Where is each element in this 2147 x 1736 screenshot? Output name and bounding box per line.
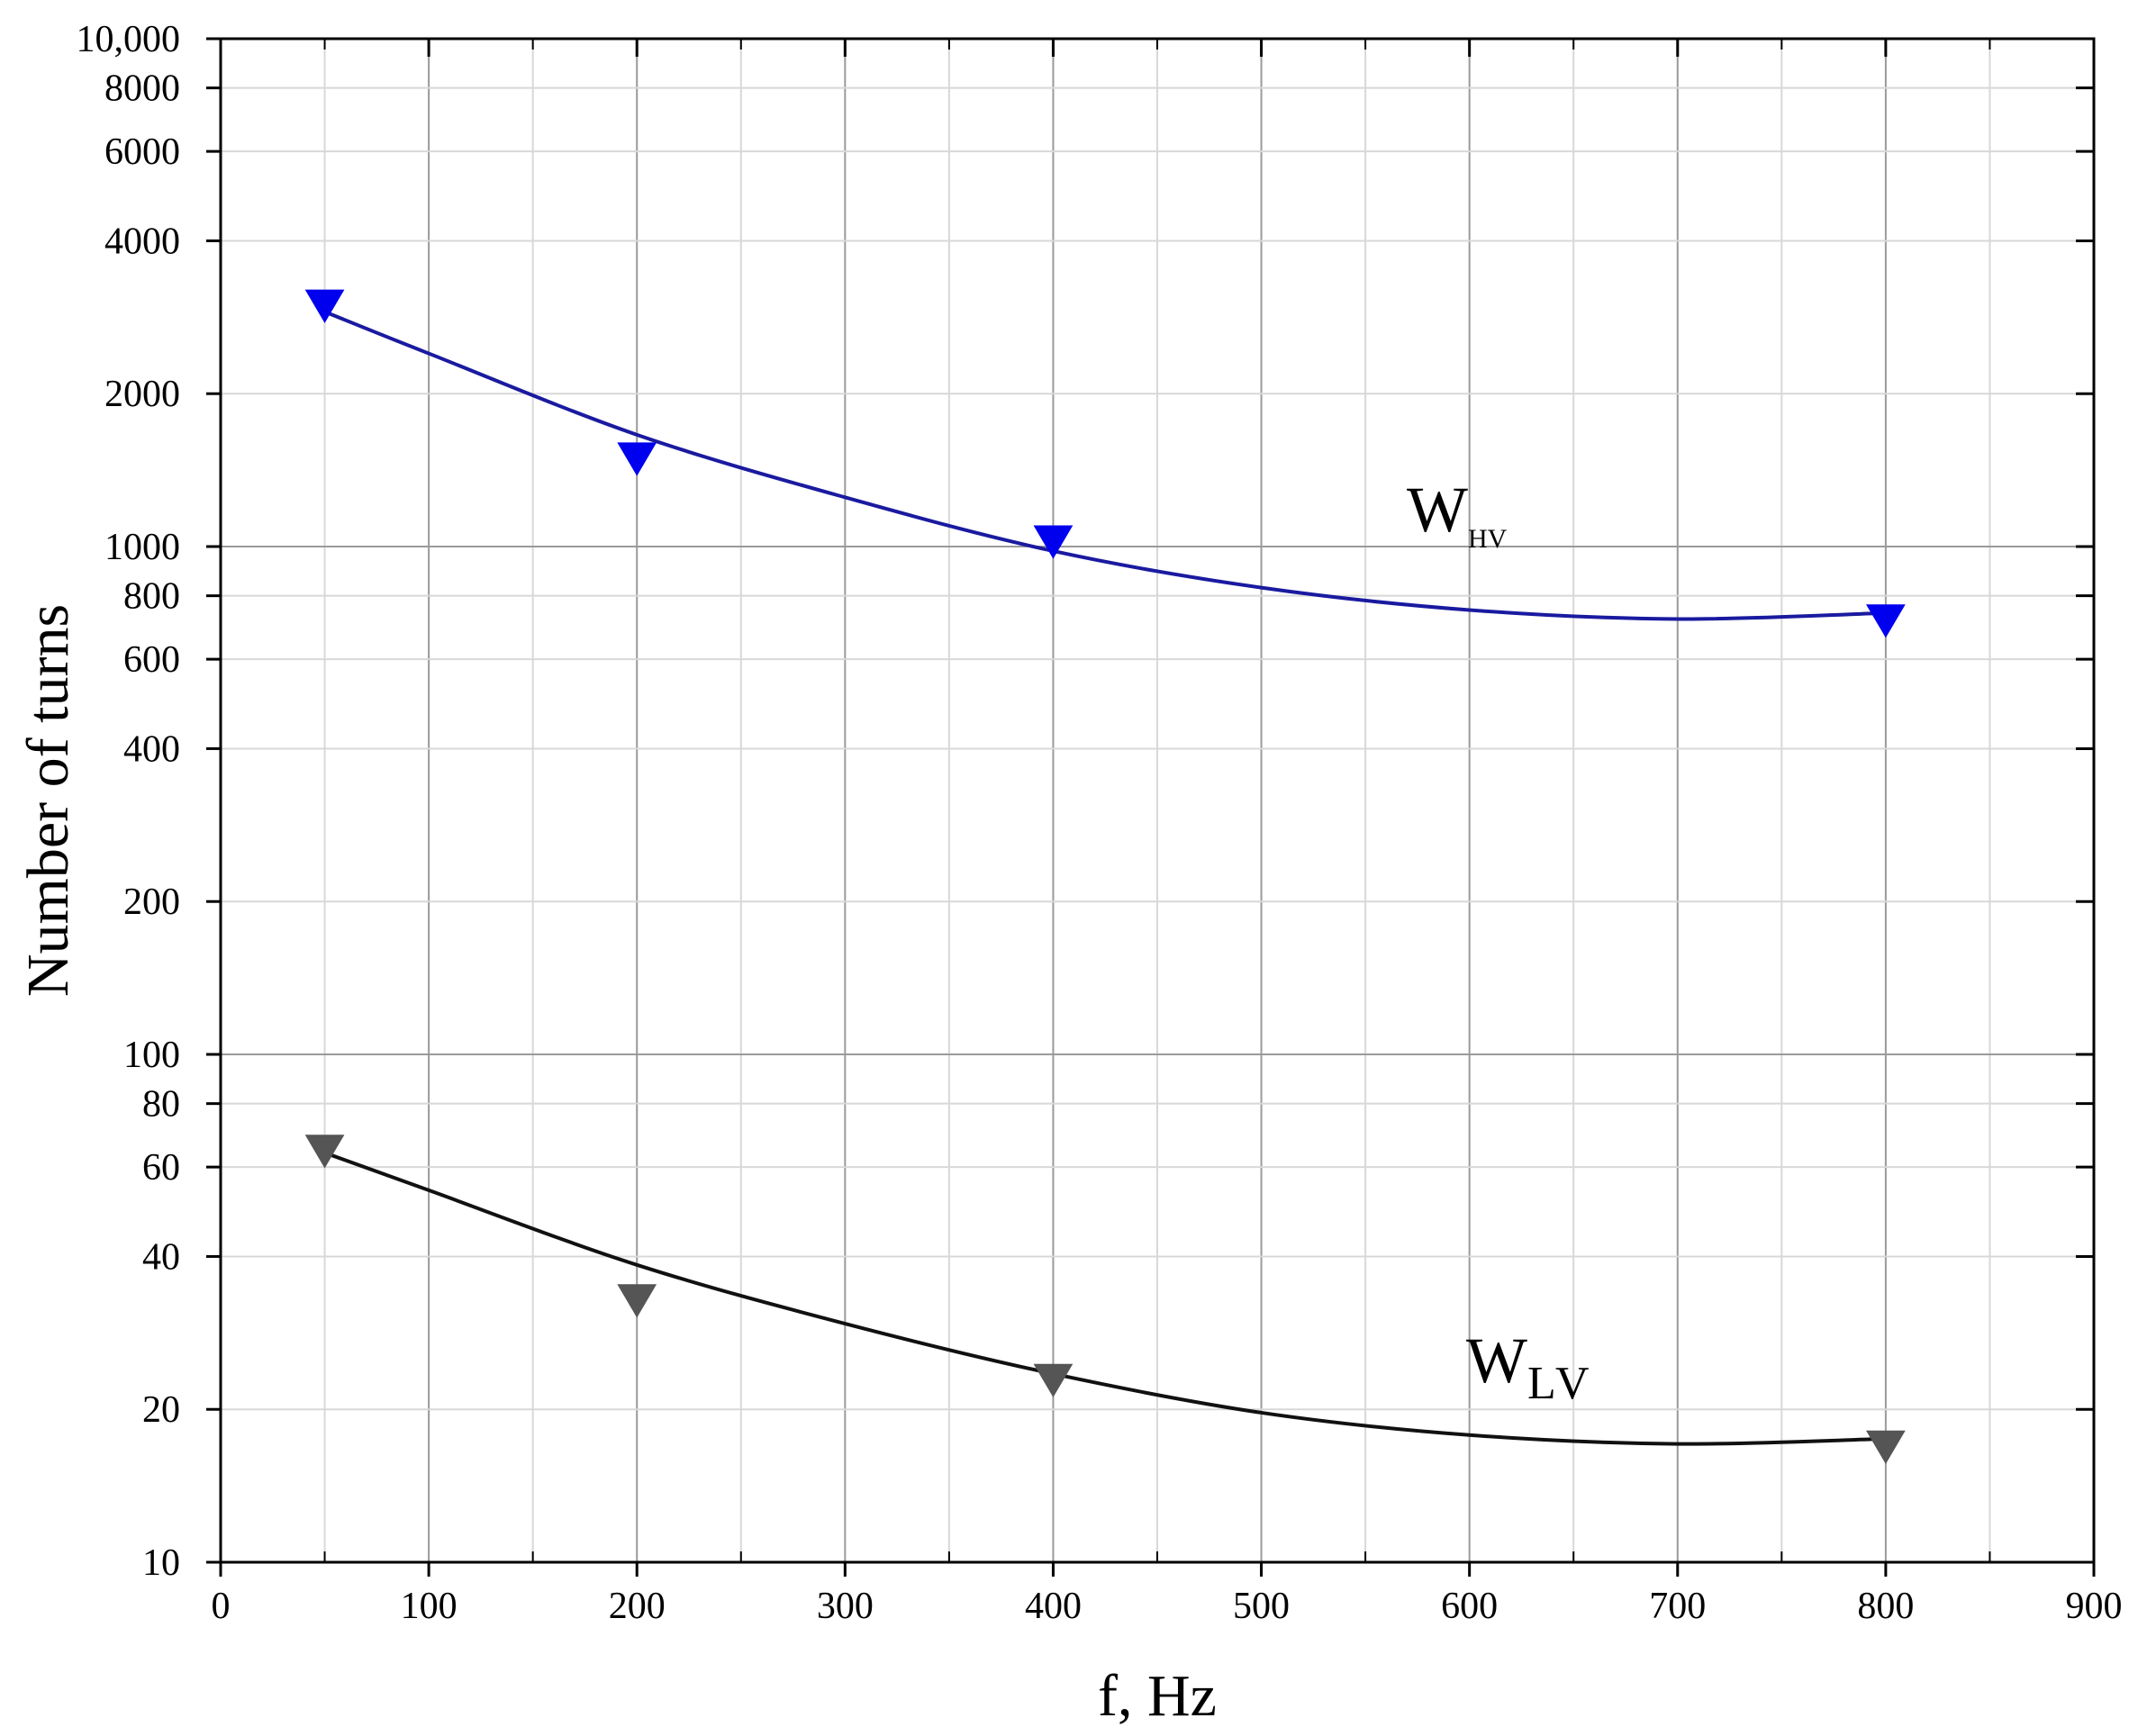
y-tick-label: 80 bbox=[142, 1084, 180, 1126]
y-tick-label: 100 bbox=[123, 1035, 180, 1076]
x-tick-label: 100 bbox=[401, 1586, 457, 1627]
data-point-lv bbox=[617, 1284, 657, 1318]
y-tick-label: 40 bbox=[142, 1236, 180, 1278]
data-point-lv bbox=[304, 1135, 345, 1169]
fit-line-hv bbox=[323, 310, 1886, 621]
series-label-lv-main: W bbox=[1466, 1325, 1527, 1397]
y-tick-label: 20 bbox=[142, 1389, 180, 1431]
series-label-hv-main: W bbox=[1407, 474, 1468, 546]
x-axis-title: f, Hz bbox=[1098, 1663, 1217, 1729]
x-tick-label: 800 bbox=[1857, 1586, 1914, 1627]
x-tick-label: 0 bbox=[212, 1586, 231, 1627]
series-layer bbox=[304, 289, 1906, 1464]
data-point-hv bbox=[1866, 604, 1906, 638]
y-tick-label: 60 bbox=[142, 1147, 180, 1189]
series-label-hv: WHV bbox=[1407, 474, 1508, 554]
tick-labels: 0 100 200 300 400 500 600 700 800 900 10 20 40 60 80 10… bbox=[77, 19, 2123, 1627]
y-tick-label: 8000 bbox=[104, 68, 180, 110]
y-tick-label: 4000 bbox=[104, 221, 180, 262]
x-tick-label: 300 bbox=[817, 1586, 874, 1627]
x-tick-label: 900 bbox=[2066, 1586, 2123, 1627]
y-axis-title: Number of turns bbox=[15, 604, 81, 997]
data-point-hv bbox=[617, 442, 657, 476]
data-point-hv bbox=[304, 289, 345, 323]
y-tick-label: 400 bbox=[123, 728, 180, 770]
ticks bbox=[206, 37, 2096, 1577]
series-label-lv: WLV bbox=[1466, 1325, 1593, 1409]
grid bbox=[221, 39, 2094, 1562]
y-tick-label: 600 bbox=[123, 639, 180, 681]
data-point-hv bbox=[1033, 525, 1074, 559]
x-tick-label: 700 bbox=[1649, 1586, 1706, 1627]
y-tick-label: 1000 bbox=[104, 527, 180, 568]
series-label-hv-sub: HV bbox=[1468, 524, 1508, 554]
y-tick-label: 10 bbox=[142, 1542, 180, 1584]
x-tick-label: 600 bbox=[1441, 1586, 1498, 1627]
data-point-lv bbox=[1866, 1430, 1906, 1464]
y-tick-label: 2000 bbox=[104, 374, 180, 415]
y-tick-label: 200 bbox=[123, 882, 180, 923]
x-tick-label: 500 bbox=[1233, 1586, 1290, 1627]
y-tick-label: 10,000 bbox=[77, 19, 181, 60]
x-tick-label: 400 bbox=[1025, 1586, 1082, 1627]
x-tick-label: 200 bbox=[609, 1586, 666, 1627]
fit-line-lv bbox=[323, 1151, 1886, 1446]
series-label-lv-sub: LV bbox=[1527, 1358, 1593, 1409]
data-point-lv bbox=[1033, 1363, 1074, 1397]
y-tick-label: 6000 bbox=[104, 131, 180, 173]
y-tick-label: 800 bbox=[123, 576, 180, 618]
